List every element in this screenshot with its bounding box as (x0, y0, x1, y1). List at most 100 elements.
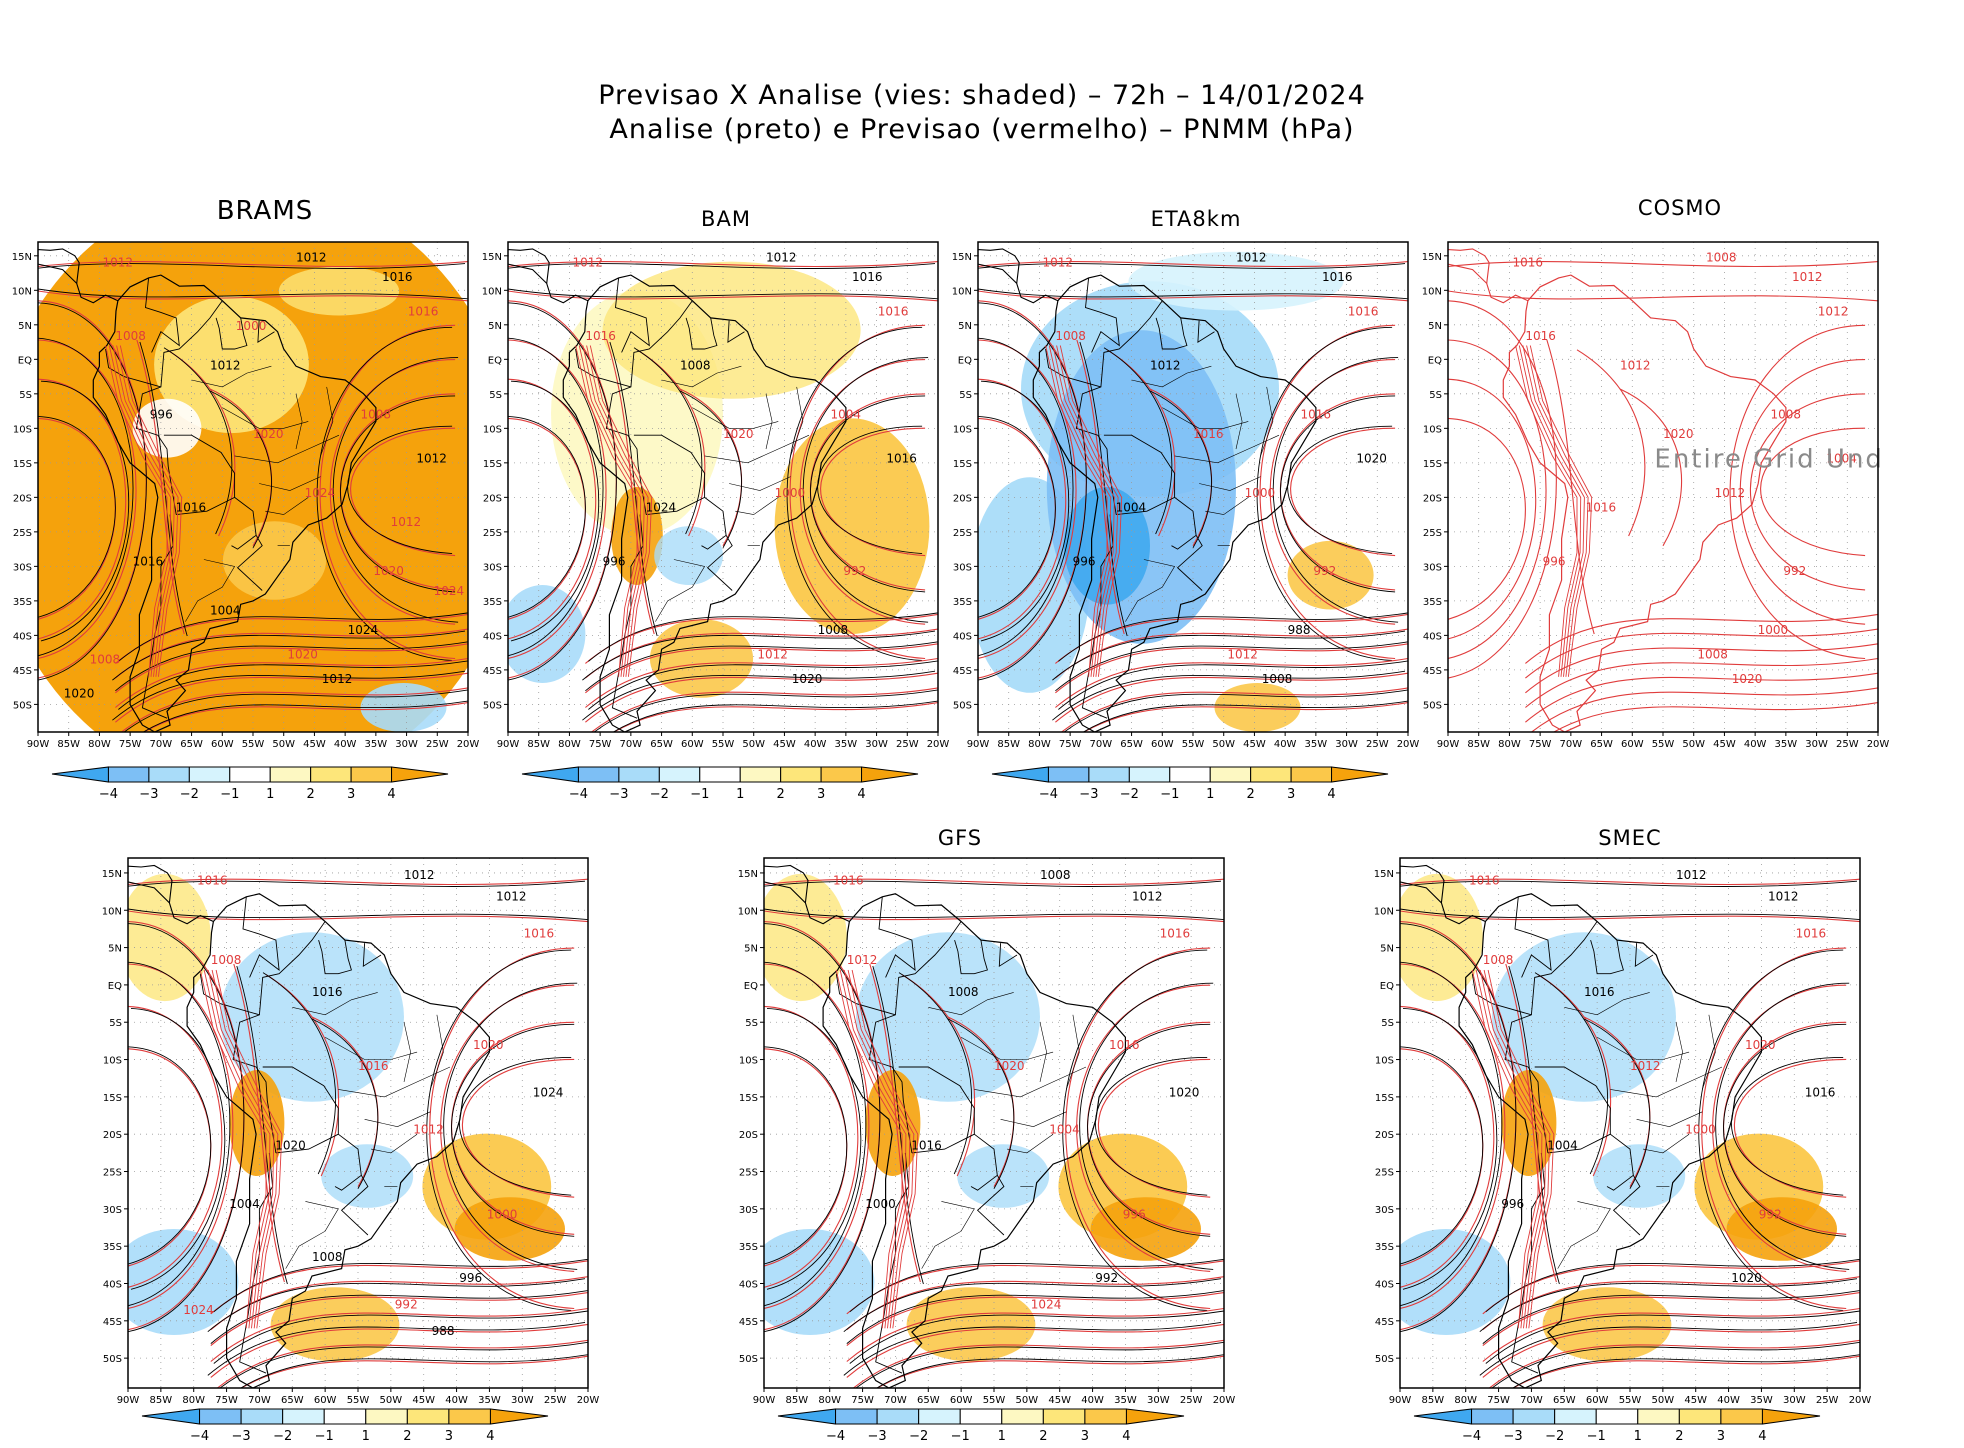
isobar-value-label: 1016 (1586, 501, 1617, 515)
central-america-coastline (1400, 881, 1486, 925)
andes-forecast-isobar (1479, 969, 1547, 1329)
forecast-isobar (1482, 1307, 1860, 1362)
longitude-tick-label: 30W (395, 739, 418, 750)
country-border (262, 1066, 339, 1154)
forecast-isobar (1098, 1058, 1211, 1198)
forecast-isobar (1749, 393, 1866, 591)
analysis-isobar (978, 263, 1406, 269)
bias-shade-area (38, 242, 468, 732)
analysis-isobar (1079, 341, 1128, 637)
isobar-value-label: 1020 (1731, 1271, 1762, 1285)
bias-shade-area (957, 1144, 1050, 1208)
state-border (1205, 497, 1249, 515)
colorbar-swatch (991, 766, 1049, 783)
analysis-isobar (508, 415, 586, 618)
isobar-value-label: 1008 (1055, 329, 1086, 343)
colorbar-swatch (618, 766, 660, 783)
latitude-tick-label: 40S (103, 1279, 122, 1290)
colorbar-swatch (282, 1408, 325, 1425)
latitude-tick-label: 15N (102, 869, 122, 880)
forecast-isobar (978, 261, 1408, 268)
isobar-value-label: 1008 (90, 652, 121, 666)
colorbar-swatch (188, 766, 231, 783)
bias-shade-area (649, 619, 754, 698)
analysis-isobar (38, 288, 468, 300)
isobar-value-label: 1016 (1513, 256, 1544, 270)
analysis-isobar (1491, 1341, 1860, 1388)
forecast-isobar (233, 963, 285, 1283)
longitude-tick-label: 60W (1151, 739, 1174, 750)
longitude-tick-label: 70W (1520, 1395, 1543, 1406)
andes-forecast-isobar (847, 969, 915, 1329)
isobar-value-label: 1020 (373, 564, 404, 578)
andes-forecast-isobar (203, 969, 271, 1329)
state-border (185, 559, 236, 622)
south-america-coastline (1502, 274, 1787, 732)
forecast-isobar (508, 290, 938, 302)
latitude-tick-label: 30S (103, 1205, 122, 1216)
andes-forecast-isobar (105, 345, 168, 677)
south-america-coastline (822, 893, 1126, 1388)
colorbar-label: 2 (1039, 1429, 1047, 1444)
latitude-tick-label: 45S (953, 666, 972, 677)
bias-shade-area (1400, 873, 1483, 1002)
state-border (921, 1201, 975, 1269)
colorbar-swatch (199, 1408, 242, 1425)
isobar-value-label: 992 (1783, 564, 1806, 578)
isobar-value-label: 1016 (197, 874, 228, 888)
latitude-tick-label: 45S (739, 1317, 758, 1328)
analysis-isobar (766, 1007, 862, 1290)
map-panel-brams: 1012 1016 1016 1012 1008 1012 1008 1012 1020 1016… (0, 238, 479, 758)
longitude-tick-label: 35W (365, 739, 388, 750)
central-america-coastline (508, 248, 550, 284)
latitude-tick-label: 10S (483, 424, 502, 435)
longitude-tick-label: 75W (1059, 739, 1082, 750)
latitude-tick-label: 25S (483, 528, 502, 539)
forecast-isobar (1448, 339, 1547, 660)
analysis-isobar (585, 641, 938, 692)
colorbar-swatch (141, 1408, 201, 1425)
longitude-tick-label: 55W (347, 1395, 370, 1406)
isobar-value-label: 1016 (176, 501, 207, 515)
analysis-isobar (219, 1341, 588, 1388)
isobar-value-label: 1012 (1792, 270, 1823, 284)
colorbar-label: −4 (1039, 787, 1058, 802)
longitude-tick-label: 85W (1422, 1395, 1445, 1406)
longitude-tick-label: 85W (786, 1395, 809, 1406)
country-border (701, 497, 727, 550)
colorbar-label: −4 (190, 1429, 209, 1444)
analysis-isobar (898, 972, 973, 1175)
colorbar-label: −2 (909, 1429, 928, 1444)
longitude-tick-label: 55W (242, 739, 265, 750)
isobar-value-label: 1004 (1116, 501, 1147, 515)
latitude-tick-label: 30S (953, 562, 972, 573)
country-border (257, 320, 275, 343)
latitude-tick-label: 30S (1423, 562, 1442, 573)
colorbar-swatch (918, 1408, 961, 1425)
forecast-isobar (1712, 984, 1847, 1272)
forecast-isobar (142, 702, 468, 732)
isobar-value-label: 1004 (1049, 1123, 1080, 1137)
andes-forecast-isobar (211, 969, 279, 1329)
state-border (1131, 365, 1212, 388)
colorbar-swatch (1088, 766, 1130, 783)
country-border (340, 1175, 369, 1236)
longitude-tick-label: 65W (281, 1395, 304, 1406)
longitude-tick-label: 35W (835, 739, 858, 750)
state-border (338, 1066, 451, 1098)
forecast-isobar (1290, 427, 1396, 557)
andes-forecast-isobar (586, 345, 649, 677)
colorbar-swatch (489, 1408, 549, 1425)
longitude-tick-label: 70W (884, 1395, 907, 1406)
isobar-value-label: 1012 (210, 358, 241, 372)
longitude-tick-label: 60W (211, 739, 234, 750)
central-america-coastline (38, 248, 80, 284)
isobar-value-label: 1020 (64, 687, 95, 701)
colorbar-label: 2 (1247, 787, 1255, 802)
isobar-value-label: 1000 (487, 1207, 518, 1221)
longitude-tick-label: 35W (1750, 1395, 1773, 1406)
longitude-tick-label: 90W (117, 1395, 140, 1406)
analysis-isobar (209, 390, 272, 549)
isobar-value-label: 1012 (1630, 1059, 1661, 1073)
colorbar-label: −4 (826, 1429, 845, 1444)
